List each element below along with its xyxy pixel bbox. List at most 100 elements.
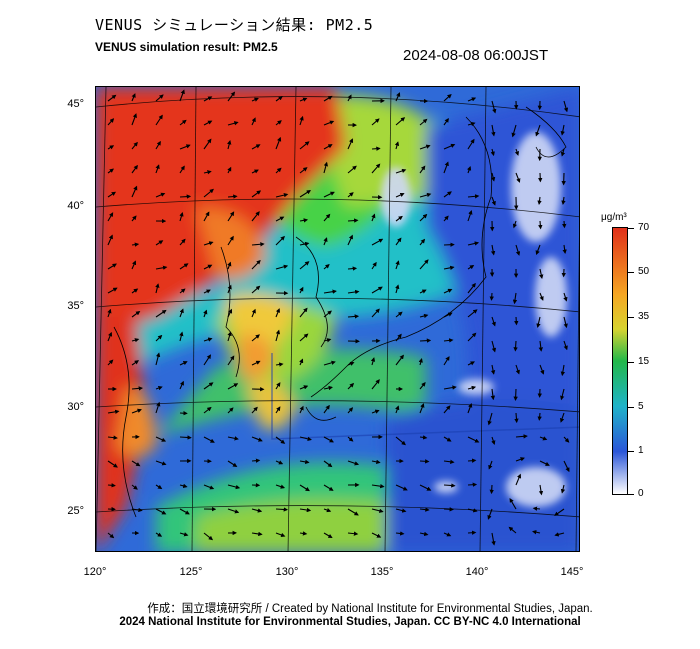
- wind-arrow: [419, 507, 430, 512]
- wind-arrow: [323, 95, 333, 102]
- wind-arrow: [467, 241, 480, 246]
- wind-arrow: [467, 282, 476, 294]
- wind-arrow: [299, 241, 310, 247]
- wind-arrow: [467, 265, 475, 270]
- wind-arrow: [251, 144, 261, 150]
- wind-arrow: [275, 136, 282, 150]
- wind-arrow: [155, 352, 161, 366]
- wind-arrow: [203, 289, 211, 294]
- wind-arrow: [131, 310, 141, 318]
- wind-arrow: [371, 308, 380, 318]
- wind-arrow: [347, 407, 354, 414]
- colorbar-label-50: 50: [638, 266, 650, 277]
- wind-arrow: [487, 508, 493, 520]
- wind-arrow: [155, 386, 163, 391]
- wind-arrow: [179, 483, 188, 488]
- wind-arrow: [299, 405, 304, 414]
- wind-arrow: [299, 167, 308, 174]
- wind-arrow: [560, 148, 566, 157]
- wind-arrow: [323, 508, 332, 513]
- wind-arrow: [491, 436, 496, 445]
- colorbar-tick: [628, 272, 634, 273]
- wind-arrow: [347, 460, 360, 466]
- wind-arrow: [535, 124, 541, 137]
- wind-arrow: [515, 457, 525, 462]
- wind-arrow: [251, 190, 262, 198]
- wind-arrow: [299, 286, 304, 294]
- wind-arrow: [131, 93, 136, 102]
- wind-arrow: [347, 266, 358, 271]
- wind-arrow: [513, 388, 518, 401]
- wind-arrow: [371, 379, 380, 390]
- colorbar-tick: [628, 407, 634, 408]
- wind-arrow: [559, 412, 565, 423]
- wind-arrow: [514, 148, 520, 156]
- wind-arrow: [131, 288, 139, 294]
- colorbar-label-35: 35: [638, 311, 650, 322]
- wind-arrow: [563, 316, 568, 329]
- wind-arrow: [347, 289, 360, 295]
- wind-arrow: [323, 213, 331, 222]
- wind-arrow: [275, 193, 289, 198]
- wind-arrow: [227, 91, 236, 102]
- wind-arrow: [323, 237, 328, 246]
- wind-arrow: [443, 385, 457, 390]
- wind-arrow: [323, 404, 330, 414]
- wind-arrow: [371, 238, 384, 246]
- wind-arrow: [203, 120, 213, 126]
- wind-arrow: [488, 460, 493, 470]
- wind-arrow: [419, 192, 432, 198]
- wind-arrow: [515, 364, 520, 375]
- wind-arrow: [179, 263, 189, 270]
- wind-arrow: [539, 268, 544, 279]
- wind-arrow: [532, 530, 541, 535]
- wind-arrow: [179, 211, 184, 222]
- wind-arrow: [443, 118, 449, 126]
- wind-arrow: [443, 191, 452, 198]
- wind-arrow: [467, 138, 475, 150]
- wind-arrow: [532, 506, 541, 511]
- wind-arrow: [131, 408, 142, 414]
- wind-arrow: [131, 215, 137, 222]
- wind-arrow: [560, 388, 565, 401]
- wind-arrow: [131, 141, 138, 150]
- wind-arrow: [443, 288, 453, 294]
- wind-arrow: [203, 382, 214, 390]
- wind-arrow: [487, 412, 493, 426]
- wind-arrow: [563, 436, 570, 443]
- wind-arrow: [179, 119, 187, 126]
- wind-arrow: [539, 436, 548, 441]
- wind-arrow: [203, 241, 214, 246]
- wind-arrow: [395, 508, 407, 513]
- wind-arrow: [560, 364, 566, 377]
- wind-arrow: [395, 168, 407, 174]
- wind-arrow: [323, 263, 330, 270]
- wind-arrow: [299, 531, 308, 536]
- wind-arrow: [203, 354, 212, 366]
- wind-arrow: [203, 436, 215, 443]
- wind-arrow: [179, 361, 188, 366]
- wind-arrow: [443, 483, 456, 488]
- wind-arrow: [490, 388, 496, 401]
- wind-arrow: [512, 292, 518, 305]
- wind-arrow: [131, 360, 140, 366]
- wind-arrow: [227, 121, 239, 126]
- wind-arrow: [299, 307, 308, 318]
- wind-arrow: [490, 364, 496, 375]
- wind-arrow: [323, 120, 335, 126]
- wind-arrow: [395, 117, 406, 126]
- wind-arrow: [489, 292, 494, 301]
- wind-arrow: [251, 97, 259, 102]
- wind-arrow: [395, 311, 403, 318]
- wind-arrow: [563, 460, 570, 473]
- wind-arrow: [275, 362, 284, 367]
- colorbar-label-70: 70: [638, 222, 650, 233]
- wind-arrow: [299, 358, 304, 366]
- wind-arrow: [512, 220, 518, 229]
- wind-arrow: [131, 484, 138, 490]
- wind-arrow: [203, 484, 215, 490]
- wind-arrow: [227, 436, 239, 441]
- wind-arrow: [467, 458, 477, 463]
- wind-arrow: [443, 507, 454, 512]
- wind-arrow: [227, 194, 238, 199]
